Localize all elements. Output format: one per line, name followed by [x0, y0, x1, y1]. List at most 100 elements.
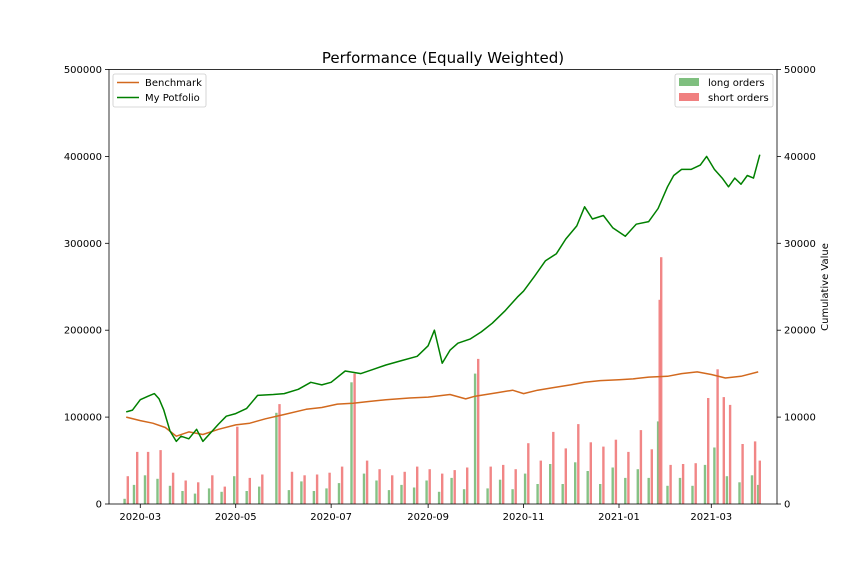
bar-long-orders [312, 491, 316, 504]
x-axis-tick-label: 2020-09 [407, 512, 449, 523]
bar-short-orders [197, 482, 200, 504]
bar-long-orders [193, 493, 197, 504]
bar-long-orders [425, 480, 428, 504]
right-axis-tick-label: 50000 [784, 65, 816, 76]
bar-long-orders [523, 473, 527, 504]
bar-short-orders [552, 431, 555, 504]
bar-short-orders [146, 451, 150, 504]
bar-short-orders [171, 472, 175, 504]
bar-long-orders [511, 489, 514, 504]
bar-long-orders [713, 447, 716, 504]
bar-short-orders [353, 373, 356, 504]
bar-short-orders [614, 439, 618, 504]
bar-long-orders [168, 485, 172, 504]
bar-short-orders [650, 449, 653, 504]
bar-long-orders [703, 464, 707, 504]
bar-short-orders [489, 466, 492, 504]
line-my-potfolio [125, 154, 761, 443]
bar-short-orders [758, 460, 761, 504]
bar-short-orders [477, 358, 480, 504]
bar-long-orders [678, 477, 682, 504]
bar-long-orders [387, 490, 391, 504]
left-axis-tick-label: 300000 [64, 239, 102, 250]
bar-long-orders [624, 477, 627, 504]
bar-long-orders [536, 484, 539, 504]
bar-long-orders [636, 469, 639, 504]
bar-long-orders [287, 490, 291, 504]
legend-label-portfolio: My Potfolio [145, 93, 200, 104]
bar-short-orders [539, 460, 542, 504]
x-axis-tick-label: 2020-07 [310, 512, 352, 523]
bar-short-orders [728, 404, 732, 504]
lines-layer [125, 154, 761, 443]
x-axis-tick-label: 2020-05 [215, 512, 257, 523]
bar-short-orders [136, 451, 139, 504]
bar-short-orders [514, 469, 517, 504]
bar-short-orders [660, 257, 663, 504]
bar-long-orders [725, 476, 729, 504]
bar-short-orders [716, 369, 719, 504]
bar-short-orders [303, 475, 306, 504]
bar-short-orders [126, 476, 129, 504]
bar-long-orders [691, 485, 694, 504]
plot-frame [108, 69, 778, 505]
bar-short-orders [453, 470, 456, 504]
bar-short-orders [211, 475, 214, 504]
bar-long-orders [143, 475, 147, 504]
right-axis-tick-label: 30000 [784, 239, 816, 250]
bar-short-orders [658, 299, 661, 504]
bar-short-orders [315, 474, 319, 504]
bar-short-orders [466, 467, 469, 504]
bar-short-orders [502, 464, 505, 504]
bar-series-short-orders [126, 257, 761, 504]
bar-short-orders [261, 474, 264, 504]
left-axis-tick-label: 500000 [64, 65, 102, 76]
bar-short-orders [694, 463, 697, 504]
x-axis-tick-label: 2020-11 [503, 512, 545, 523]
bar-long-orders [325, 488, 328, 504]
bar-long-orders [350, 382, 353, 504]
left-axis-tick-label: 200000 [64, 326, 102, 337]
bar-short-orders [428, 469, 431, 504]
bar-short-orders [589, 442, 592, 504]
bar-short-orders [184, 480, 187, 504]
bar-long-orders [647, 477, 650, 504]
bar-long-orders [275, 412, 278, 504]
legend-label-short-orders: short orders [708, 93, 769, 104]
bar-long-orders [233, 476, 236, 504]
legend-swatch-short-orders [679, 93, 699, 101]
bar-short-orders [290, 471, 294, 504]
bar-long-orders [750, 475, 754, 504]
bar-short-orders [627, 451, 630, 504]
bars-layer [123, 257, 761, 504]
bar-long-orders [611, 467, 614, 504]
bar-short-orders [378, 469, 381, 504]
bar-short-orders [639, 430, 643, 504]
bar-short-orders [669, 464, 672, 504]
bar-long-orders [207, 488, 211, 504]
bar-long-orders [258, 486, 261, 504]
bar-short-orders [403, 471, 406, 504]
bar-long-orders [123, 498, 126, 504]
bar-short-orders [681, 464, 685, 504]
bar-short-orders [236, 426, 239, 504]
bar-long-orders [599, 484, 602, 504]
x-axis-tick-label: 2020-03 [119, 512, 161, 523]
bar-short-orders [741, 444, 744, 504]
bar-long-orders [375, 480, 378, 504]
bar-long-orders [156, 478, 159, 504]
legend-lines: Benchmark My Potfolio [112, 73, 207, 108]
bar-short-orders [577, 424, 580, 504]
bar-short-orders [278, 404, 281, 504]
right-axis-tick-label: 20000 [784, 326, 816, 337]
bar-short-orders [391, 475, 394, 504]
bar-short-orders [248, 477, 251, 504]
x-axis-tick-label: 2021-01 [598, 512, 640, 523]
bar-short-orders [159, 450, 162, 504]
bar-long-orders [362, 473, 366, 504]
line-benchmark [126, 371, 759, 437]
bar-long-orders [656, 421, 660, 504]
bar-long-orders [450, 477, 453, 504]
